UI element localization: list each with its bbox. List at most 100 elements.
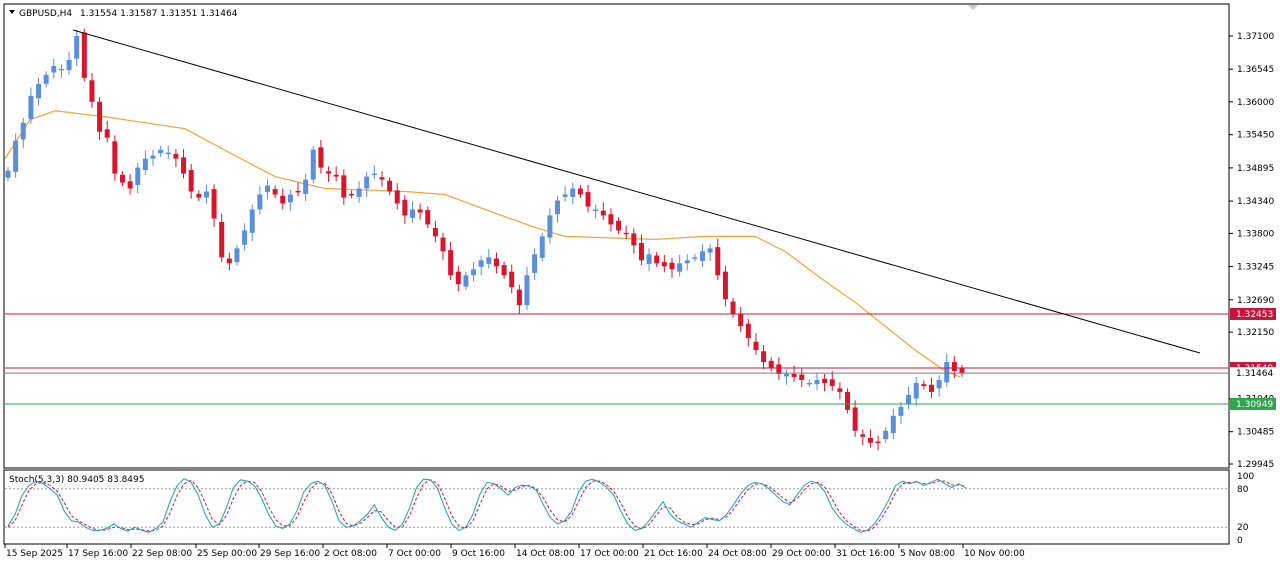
candle-body	[600, 210, 606, 216]
candle-body	[135, 167, 141, 185]
candle-body	[913, 382, 919, 399]
candle-body	[127, 181, 133, 189]
candle-body	[539, 236, 545, 258]
shift-marker-icon[interactable]	[968, 5, 978, 10]
candle-body	[417, 209, 423, 213]
candle-body	[448, 250, 454, 276]
candle-body	[272, 189, 278, 195]
main-panel-frame	[3, 3, 1230, 469]
candle-body	[66, 59, 72, 71]
candle-body	[165, 152, 171, 155]
price-tick-label: 1.34340	[1237, 197, 1274, 207]
candle-body	[532, 254, 538, 273]
candle-body	[310, 149, 316, 180]
candle-body	[730, 301, 736, 315]
candle-body	[677, 263, 683, 272]
price-tick-label: 1.30485	[1237, 428, 1274, 438]
candle-body	[463, 275, 469, 287]
candle-body	[97, 101, 103, 132]
candle-body	[509, 271, 515, 288]
candle-body	[409, 209, 415, 218]
candle-body	[74, 36, 80, 59]
candle-body	[455, 271, 461, 285]
candle-body	[837, 388, 843, 392]
candle-body	[593, 209, 599, 211]
moving-average	[4, 110, 961, 378]
candle-body	[364, 176, 370, 189]
candle-body	[661, 262, 667, 267]
time-tick-label: 31 Oct 16:00	[836, 549, 895, 559]
level-price-tag	[1230, 367, 1276, 380]
candle-body	[623, 232, 629, 235]
time-tick-label: 10 Nov 00:00	[964, 549, 1025, 559]
candle-body	[318, 147, 324, 168]
candle-body	[951, 362, 957, 371]
candle-body	[547, 215, 553, 238]
candle-body	[890, 415, 896, 434]
candle-body	[150, 155, 156, 159]
price-tick-label: 1.32150	[1237, 328, 1274, 338]
candle-body	[867, 437, 873, 443]
candle-body	[753, 341, 759, 351]
candle-body	[493, 258, 499, 267]
candle-body	[226, 258, 232, 264]
time-tick-label: 5 Nov 08:00	[900, 549, 955, 559]
candle-body	[799, 374, 805, 380]
candle-body	[203, 191, 209, 198]
stoch-tick-label: 0	[1237, 536, 1243, 546]
candle-body	[112, 141, 118, 174]
candle-body	[211, 189, 217, 219]
stoch-panel-frame	[3, 469, 1230, 545]
candle-body	[692, 257, 698, 259]
candle-body	[58, 68, 64, 71]
chevron-down-icon[interactable]	[9, 10, 15, 14]
candle-body	[555, 200, 561, 215]
level-price-label: 1.30949	[1236, 400, 1273, 410]
candle-body	[646, 254, 652, 264]
candle-body	[860, 434, 866, 437]
candle-body	[20, 122, 26, 140]
candle-body	[43, 74, 49, 84]
price-tick-label: 1.37100	[1237, 32, 1274, 42]
price-tick-label: 1.36545	[1237, 65, 1274, 75]
candle-body	[921, 384, 927, 386]
candle-body	[501, 265, 507, 276]
candle-body	[280, 195, 286, 204]
time-tick-label: 9 Oct 16:00	[452, 549, 505, 559]
candle-body	[5, 170, 11, 178]
trendline-line	[72, 29, 1201, 354]
candle-body	[257, 194, 263, 210]
time-tick-label: 24 Oct 08:00	[708, 549, 767, 559]
candle-body	[684, 260, 690, 264]
trendline[interactable]	[72, 29, 1201, 354]
price-tick-label: 1.29945	[1237, 460, 1274, 470]
time-tick-label: 7 Oct 00:00	[388, 549, 441, 559]
candle-body	[944, 362, 950, 383]
candle-body	[631, 233, 637, 246]
candle-body	[745, 323, 751, 339]
candle-body	[440, 237, 446, 252]
candle-body	[333, 174, 339, 177]
candle-body	[906, 394, 912, 405]
time-tick-label: 29 Oct 00:00	[772, 549, 831, 559]
candle-body	[371, 173, 377, 176]
candle-body	[173, 153, 179, 159]
candle-body	[715, 247, 721, 276]
candle-body	[776, 364, 782, 374]
level-price-label: 1.32453	[1236, 310, 1273, 320]
stoch-main-line	[7, 477, 967, 533]
time-tick-label: 15 Sep 2025	[6, 549, 63, 559]
candle-body	[585, 192, 591, 207]
level-price-label: 1.31464	[1236, 369, 1273, 379]
candle-body	[516, 289, 522, 306]
candle-body	[264, 185, 270, 193]
price-tick-label: 1.34895	[1237, 164, 1274, 174]
candle-body	[341, 175, 347, 198]
level-price-tag	[1230, 397, 1276, 410]
candles	[5, 28, 965, 450]
candle-body	[707, 248, 713, 253]
candle-body	[158, 149, 164, 154]
